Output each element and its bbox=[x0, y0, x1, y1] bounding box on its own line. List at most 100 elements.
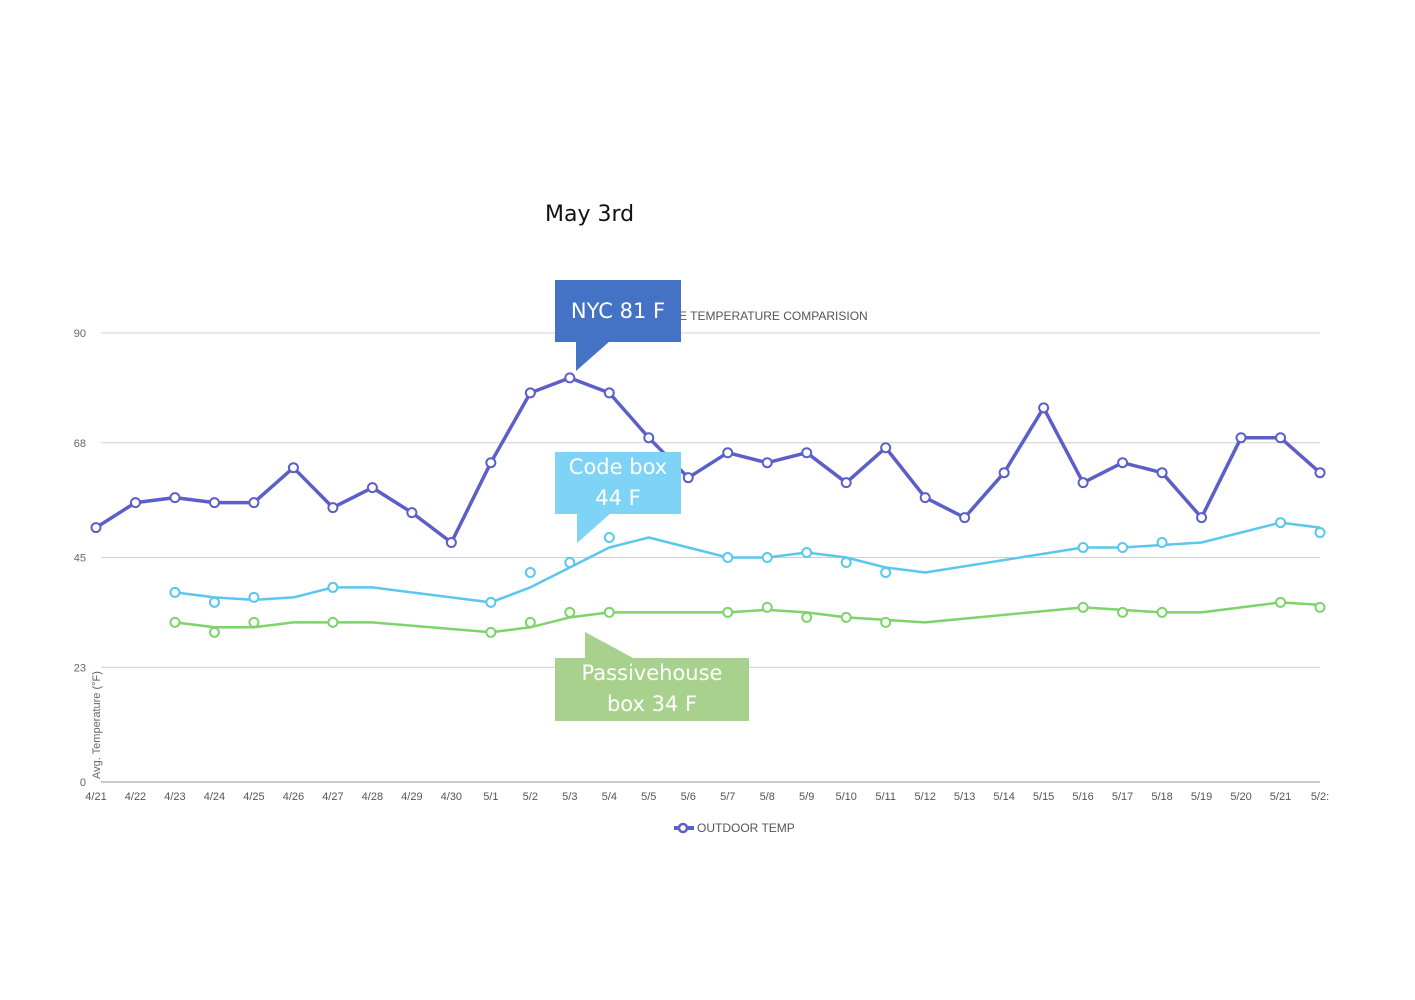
point-outdoor-temp-5/20 bbox=[1235, 432, 1247, 444]
point-outdoor-temp-5/14 bbox=[998, 467, 1010, 479]
series-line-code-box bbox=[174, 521, 1321, 604]
x-tick-6: 4/27 bbox=[322, 791, 343, 803]
x-tick-16: 5/7 bbox=[720, 791, 735, 803]
point-outdoor-temp-5/12 bbox=[919, 492, 931, 504]
x-tick-21: 5/12 bbox=[914, 791, 935, 803]
x-tick-30: 5/21 bbox=[1270, 791, 1291, 803]
x-tick-11: 5/2 bbox=[523, 791, 538, 803]
y-tick-23: 23 bbox=[74, 662, 86, 674]
x-tick-12: 5/3 bbox=[562, 791, 577, 803]
point-passivehouse-box-4/23 bbox=[169, 616, 181, 628]
point-code-box-5/18 bbox=[1156, 537, 1168, 549]
callout-nyc-pointer bbox=[576, 341, 610, 371]
point-outdoor-temp-4/29 bbox=[406, 507, 418, 519]
callout-passive-line2: box 34 F bbox=[606, 692, 698, 716]
point-outdoor-temp-4/25 bbox=[248, 497, 260, 509]
point-code-box-5/11 bbox=[880, 566, 892, 578]
callout-code-box: Code box 44 F bbox=[555, 452, 681, 514]
point-outdoor-temp-5/21 bbox=[1275, 432, 1287, 444]
point-outdoor-temp-5/2 bbox=[524, 387, 536, 399]
callout-passivehouse-pointer bbox=[585, 632, 635, 659]
point-passivehouse-box-5/18 bbox=[1156, 606, 1168, 618]
x-tick-25: 5/16 bbox=[1072, 791, 1093, 803]
chart-title: E TEMPERATURE COMPARISION bbox=[679, 309, 868, 323]
point-outdoor-temp-4/27 bbox=[327, 502, 339, 514]
point-outdoor-temp-5/7 bbox=[722, 447, 734, 459]
point-outdoor-temp-5/11 bbox=[880, 442, 892, 454]
callout-code-pointer bbox=[577, 513, 611, 543]
x-tick-1: 4/22 bbox=[125, 791, 146, 803]
point-passivehouse-box-5/2 bbox=[524, 616, 536, 628]
y-tick-45: 45 bbox=[74, 553, 86, 565]
point-passivehouse-box-5/4 bbox=[603, 606, 615, 618]
series-lines bbox=[95, 376, 1322, 634]
x-tick-0: 4/21 bbox=[85, 791, 106, 803]
point-outdoor-temp-4/28 bbox=[366, 482, 378, 494]
grid-lines bbox=[101, 332, 1320, 783]
legend-marker-outdoor bbox=[677, 822, 689, 834]
callout-passivehouse-box: Passivehouse box 34 F bbox=[555, 658, 749, 721]
point-passivehouse-box-4/24 bbox=[208, 626, 220, 638]
x-tick-5: 4/26 bbox=[283, 791, 304, 803]
point-outdoor-temp-5/9 bbox=[801, 447, 813, 459]
point-code-box-5/2: bbox=[1314, 527, 1326, 539]
x-tick-24: 5/15 bbox=[1033, 791, 1054, 803]
point-code-box-5/1 bbox=[485, 596, 497, 608]
y-tick-0: 0 bbox=[80, 777, 86, 789]
point-outdoor-temp-5/19 bbox=[1196, 512, 1208, 524]
x-tick-7: 4/28 bbox=[362, 791, 383, 803]
x-tick-3: 4/24 bbox=[204, 791, 225, 803]
x-tick-17: 5/8 bbox=[760, 791, 775, 803]
x-tick-26: 5/17 bbox=[1112, 791, 1133, 803]
x-tick-31: 5/2: bbox=[1311, 791, 1329, 803]
x-tick-14: 5/5 bbox=[641, 791, 656, 803]
point-code-box-5/9 bbox=[801, 547, 813, 559]
point-outdoor-temp-5/8 bbox=[761, 457, 773, 469]
x-tick-2: 4/23 bbox=[164, 791, 185, 803]
x-tick-labels: 4/21 4/22 4/23 4/24 4/25 4/26 4/27 4/28 4/29 4/30… bbox=[85, 791, 1329, 803]
point-outdoor-temp-5/10 bbox=[840, 477, 852, 489]
point-passivehouse-box-5/16 bbox=[1077, 601, 1089, 613]
x-tick-4: 4/25 bbox=[243, 791, 264, 803]
point-outdoor-temp-5/16 bbox=[1077, 477, 1089, 489]
callout-code-line2: 44 F bbox=[595, 486, 641, 510]
point-passivehouse-box-5/21 bbox=[1275, 596, 1287, 608]
callout-code-line1: Code box bbox=[568, 455, 668, 479]
point-passivehouse-box-5/1 bbox=[485, 626, 497, 638]
series-line-passivehouse-box bbox=[174, 601, 1321, 634]
legend: OUTDOOR TEMP bbox=[674, 821, 795, 835]
point-passivehouse-box-5/17 bbox=[1117, 606, 1129, 618]
point-code-box-4/24 bbox=[208, 596, 220, 608]
y-tick-90: 90 bbox=[74, 328, 86, 340]
point-outdoor-temp-5/4 bbox=[603, 387, 615, 399]
x-tick-8: 4/29 bbox=[401, 791, 422, 803]
series-line-outdoor-temp bbox=[95, 376, 1322, 545]
point-outdoor-temp-5/1 bbox=[485, 457, 497, 469]
point-passivehouse-box-5/2: bbox=[1314, 601, 1326, 613]
x-tick-15: 5/6 bbox=[681, 791, 696, 803]
point-outdoor-temp-5/15 bbox=[1038, 402, 1050, 414]
point-outdoor-temp-5/13 bbox=[959, 512, 971, 524]
point-code-box-4/25 bbox=[248, 591, 260, 603]
y-tick-labels: 0 23 45 68 90 bbox=[74, 328, 86, 789]
point-code-box-5/2 bbox=[524, 566, 536, 578]
point-outdoor-temp-5/5 bbox=[643, 432, 655, 444]
x-tick-13: 5/4 bbox=[602, 791, 617, 803]
x-tick-9: 4/30 bbox=[441, 791, 462, 803]
point-passivehouse-box-5/8 bbox=[761, 601, 773, 613]
point-code-box-4/27 bbox=[327, 581, 339, 593]
y-axis-label: Avg. Temperature (°F) bbox=[91, 671, 103, 779]
point-outdoor-temp-4/30 bbox=[445, 537, 457, 549]
x-tick-18: 5/9 bbox=[799, 791, 814, 803]
point-outdoor-temp-5/6 bbox=[682, 472, 694, 484]
point-outdoor-temp-5/17 bbox=[1117, 457, 1129, 469]
x-tick-19: 5/10 bbox=[835, 791, 856, 803]
point-outdoor-temp-4/24 bbox=[208, 497, 220, 509]
callout-passive-line1: Passivehouse bbox=[581, 661, 723, 685]
point-passivehouse-box-5/9 bbox=[801, 611, 813, 623]
y-tick-68: 68 bbox=[74, 438, 86, 450]
x-tick-23: 5/14 bbox=[993, 791, 1014, 803]
point-outdoor-temp-5/3 bbox=[564, 372, 576, 384]
point-outdoor-temp-4/26 bbox=[287, 462, 299, 474]
point-code-box-5/21 bbox=[1275, 517, 1287, 529]
